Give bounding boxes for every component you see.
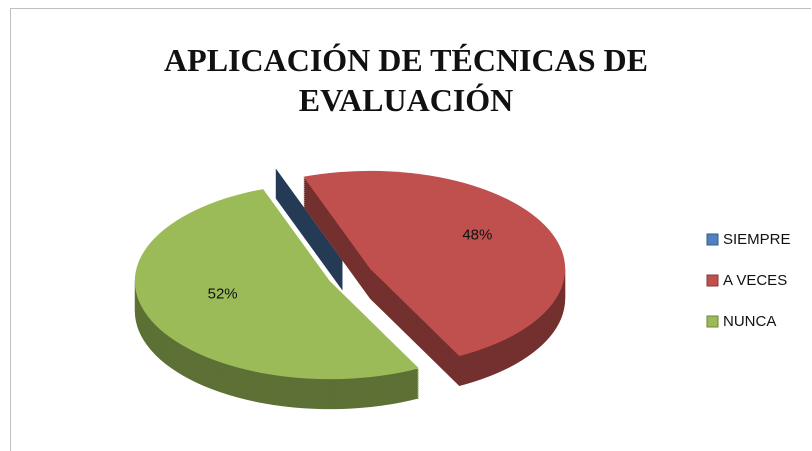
data-label: 52%: [208, 286, 238, 303]
chart-frame: [10, 8, 811, 451]
slice: [303, 170, 566, 356]
legend-swatch: [706, 315, 719, 328]
slice-side: [275, 168, 343, 291]
legend-label: SIEMPRE: [723, 231, 791, 248]
legend-swatch: [706, 233, 719, 246]
data-label: 48%: [462, 226, 492, 243]
legend-swatch: [706, 274, 719, 287]
legend-label: NUNCA: [723, 313, 776, 330]
legend-label: A VECES: [723, 272, 787, 289]
slice: [134, 189, 419, 380]
chart-title: APLICACIÓN DE TÉCNICAS DE EVALUACIÓN: [164, 42, 648, 118]
